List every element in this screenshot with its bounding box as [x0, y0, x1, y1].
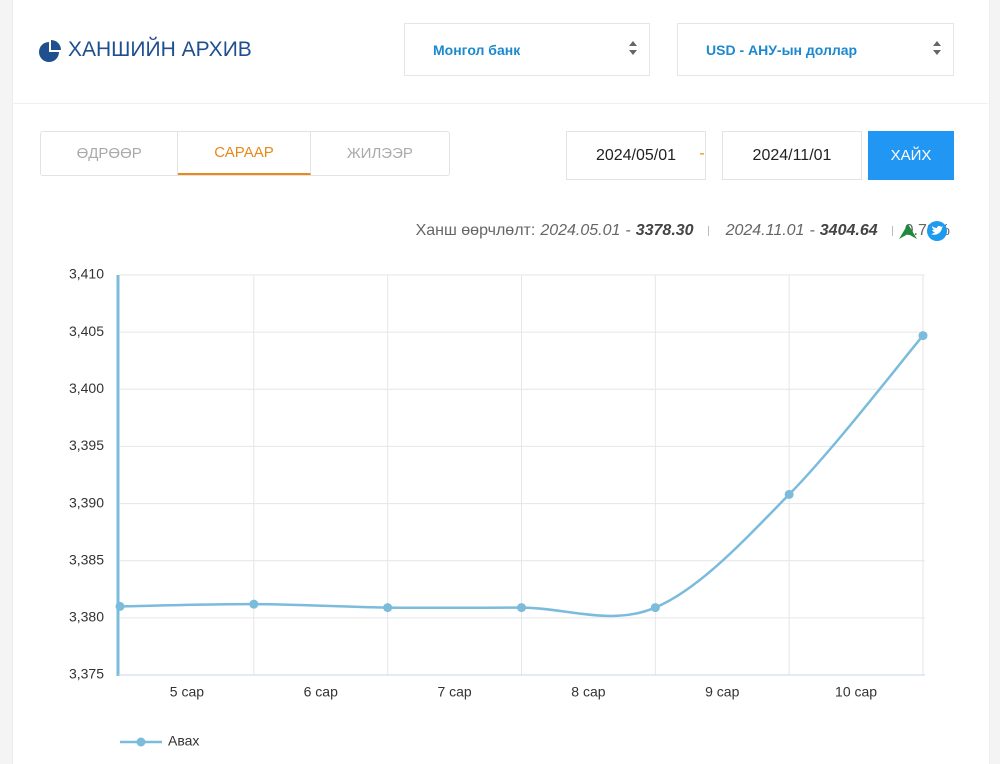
start-date: 2024.05.01 — [540, 222, 621, 239]
tab[interactable]: ЖИЛЭЭР — [346, 145, 413, 162]
separator: - — [625, 222, 631, 239]
x-tick-label: 9 сар — [705, 684, 739, 700]
point — [115, 601, 125, 611]
divider — [12, 103, 988, 104]
x-tick-label: 6 сар — [304, 684, 338, 700]
divider — [891, 226, 893, 236]
tabs: ӨДРӨӨР САРААР ЖИЛЭЭР — [40, 131, 450, 176]
point — [517, 603, 526, 613]
currency-select[interactable]: USD - АНУ-ын доллар — [677, 23, 954, 76]
point — [918, 331, 928, 341]
date-separator: - — [699, 145, 705, 162]
date-from[interactable]: 2024/05/01 — [566, 131, 706, 180]
legend-marker — [136, 737, 146, 747]
end-date: 2024.11.01 — [725, 222, 805, 239]
date-to[interactable]: 2024/11/01 — [722, 131, 862, 180]
select-text: USD - АНУ-ын доллар — [706, 41, 858, 58]
point — [650, 603, 660, 613]
select-text: Монгол банк — [433, 41, 521, 58]
x-tick-label: 5 сар — [170, 684, 204, 700]
y-tick-label: 3,405 — [69, 323, 104, 339]
select-arrows — [933, 41, 941, 55]
panel — [12, 0, 990, 764]
point — [249, 599, 259, 609]
bank-select[interactable]: Монгол банк — [404, 23, 650, 76]
separator: - — [809, 222, 815, 239]
x-tick-label: 7 сар — [437, 684, 471, 700]
y-tick-label: 3,390 — [69, 494, 104, 510]
point — [784, 489, 794, 499]
summary-label: Ханш өөрчлөлт: — [415, 222, 536, 239]
y-tick-label: 3,375 — [69, 666, 104, 682]
tab[interactable]: САРААР — [178, 132, 311, 175]
point — [383, 603, 393, 613]
select-arrows — [629, 41, 637, 55]
up-arrow — [899, 224, 917, 239]
legend-label: Авах — [168, 733, 199, 749]
y-tick-label: 3,410 — [69, 266, 104, 282]
start-value: 3378.30 — [635, 222, 694, 239]
x-tick-label: 8 сар — [571, 684, 605, 700]
x-tick-label: 10 сар — [835, 684, 877, 700]
pie-icon — [39, 40, 61, 62]
page-title: ХАНШИЙН АРХИВ — [68, 38, 252, 61]
y-tick-label: 3,380 — [69, 609, 104, 625]
y-tick-label: 3,385 — [69, 551, 104, 567]
end-value: 3404.64 — [819, 222, 878, 239]
y-tick-label: 3,400 — [69, 380, 104, 396]
twitter-icon[interactable] — [926, 220, 948, 242]
tab[interactable]: ӨДРӨӨР — [41, 132, 179, 175]
y-tick-label: 3,395 — [69, 437, 104, 453]
divider — [707, 226, 709, 236]
search-button[interactable]: ХАЙХ — [868, 131, 954, 180]
